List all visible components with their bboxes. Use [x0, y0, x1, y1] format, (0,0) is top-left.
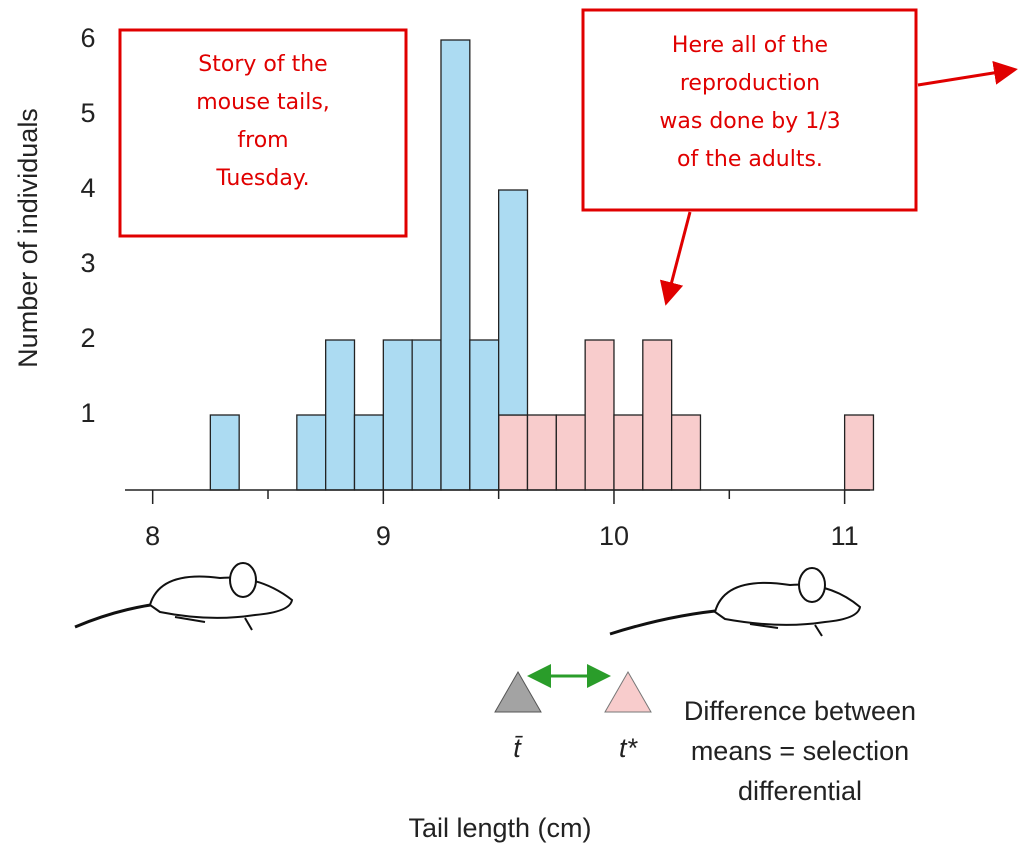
bar: [469, 339, 500, 491]
annotation-text: Here all of the: [672, 33, 828, 58]
annotation-text: of the adults.: [677, 147, 823, 172]
bar: [584, 339, 615, 491]
annotation-text: reproduction: [680, 71, 820, 96]
bar: [209, 414, 240, 491]
mouse-right: [609, 567, 862, 637]
bar: [613, 414, 644, 491]
bar: [526, 414, 557, 491]
bar: [296, 414, 327, 491]
y-axis-label: Number of individuals: [13, 108, 43, 368]
annotation-box: [581, 8, 918, 212]
bar: [843, 414, 875, 491]
note-text: means = selection: [691, 736, 909, 766]
bar: [498, 414, 529, 491]
x-tick-label: 11: [831, 521, 859, 551]
y-tick-label: 2: [80, 323, 95, 353]
y-tick-label: 5: [80, 98, 95, 128]
x-tick-label: 8: [145, 521, 160, 551]
bar: [325, 339, 356, 491]
selected-mean-triangle: [604, 670, 652, 713]
bar: [642, 339, 673, 491]
selected-mean-label: t*: [619, 733, 639, 763]
bar: [498, 189, 529, 416]
annotation-text: Tuesday.: [215, 166, 309, 191]
annotation-text: from: [237, 128, 288, 153]
bar: [440, 39, 471, 491]
bar: [382, 339, 413, 491]
bar: [670, 414, 702, 491]
annotation-text: mouse tails,: [196, 90, 330, 115]
annotation-text: Story of the: [198, 52, 327, 77]
y-tick-label: 1: [80, 398, 95, 428]
note-text: Difference between: [684, 696, 916, 726]
mean-label: t̄: [513, 733, 523, 763]
x-tick-label: 10: [599, 521, 629, 551]
y-tick-label: 4: [80, 173, 95, 203]
bar: [353, 414, 384, 491]
plot: 1 2 3 4 5 6 8 9 10 11: [80, 23, 875, 551]
mean-triangle: [494, 670, 542, 713]
x-tick-label: 9: [376, 521, 391, 551]
annotation-box: [118, 28, 408, 238]
y-tick-label: 6: [80, 23, 95, 53]
y-tick-label: 3: [80, 248, 95, 278]
note-text: differential: [738, 776, 862, 806]
bar: [555, 414, 586, 491]
annotation-arrow: [659, 211, 692, 306]
mouse-left: [74, 562, 294, 631]
x-axis-label: Tail length (cm): [408, 813, 591, 843]
annotation-arrow: [917, 60, 1018, 87]
annotation-text: was done by 1/3: [659, 109, 840, 134]
bar: [411, 339, 442, 491]
